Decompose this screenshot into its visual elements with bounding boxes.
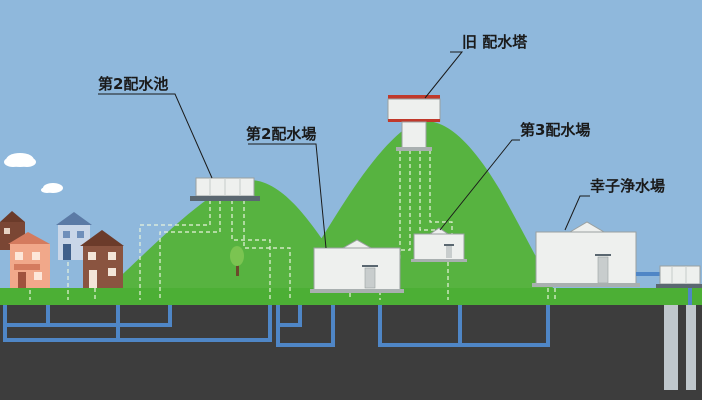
hill-left <box>95 180 330 300</box>
label-old-water-tower: 旧 配水塔 <box>462 33 528 51</box>
cloud-small <box>41 183 63 193</box>
label-station-3: 第3配水場 <box>520 121 591 139</box>
leader-lines <box>98 51 590 249</box>
label-station-2: 第2配水場 <box>246 125 317 143</box>
station-3 <box>411 227 467 262</box>
well-shaft <box>664 305 678 390</box>
station-2 <box>310 239 404 293</box>
kouzu-purification-plant <box>532 221 640 287</box>
tree <box>230 246 244 276</box>
cloud-left <box>4 153 36 167</box>
label-kouzu-plant: 幸子浄水場 <box>590 177 666 195</box>
underground <box>0 305 702 400</box>
label-reservoir-2: 第2配水池 <box>98 75 169 93</box>
house-brown-right <box>80 230 124 288</box>
house-pink <box>8 232 50 288</box>
well-shaft-2 <box>686 305 696 390</box>
right-tank <box>636 265 702 288</box>
reservoir-2 <box>190 177 260 201</box>
old-water-tower <box>387 95 441 151</box>
ground-surface <box>0 288 702 310</box>
